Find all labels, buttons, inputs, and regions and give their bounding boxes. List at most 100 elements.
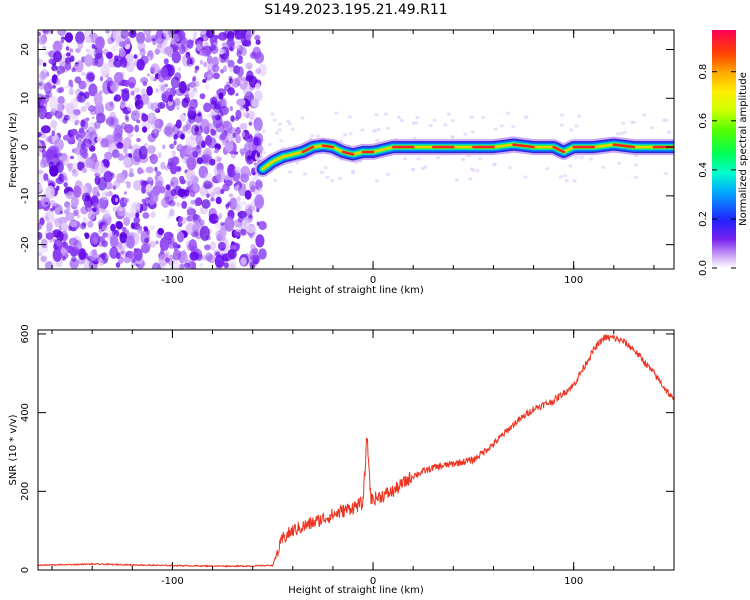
noise-speck [64, 62, 72, 71]
noise-speck [53, 69, 58, 73]
noise-speck [154, 166, 158, 172]
noise-speck [249, 248, 257, 261]
noise-speck [149, 224, 155, 231]
noise-speck [463, 132, 468, 136]
noise-speck [89, 196, 99, 206]
x-tick-label: -100 [161, 576, 184, 587]
noise-speck [41, 150, 48, 158]
noise-speck [545, 167, 550, 171]
spectrogram-x-axis-label: Height of straight line (km) [288, 285, 424, 296]
noise-speck [170, 258, 180, 269]
noise-speck [52, 247, 63, 262]
noise-speck [303, 172, 308, 176]
noise-speck [248, 121, 253, 126]
noise-speck [209, 241, 216, 251]
noise-speck [45, 185, 55, 200]
noise-speck [158, 82, 167, 94]
noise-speck [173, 140, 177, 146]
noise-speck [121, 89, 130, 102]
noise-speck [203, 102, 212, 113]
noise-speck [229, 197, 238, 210]
noise-speck [218, 92, 224, 100]
noise-speck [205, 252, 213, 262]
noise-speck [106, 34, 111, 39]
noise-speck [123, 197, 129, 204]
noise-speck [202, 78, 207, 83]
noise-speck [120, 57, 128, 68]
noise-speck [175, 252, 179, 257]
noise-speck [234, 30, 243, 40]
noise-speck [43, 173, 49, 181]
noise-speck [63, 182, 68, 188]
snr-panel: -100 0 100 0 200 400 600 Height of straight li… [8, 324, 675, 596]
noise-speck [45, 71, 50, 77]
noise-speck [241, 131, 246, 138]
noise-speck [174, 97, 181, 107]
noise-speck [123, 156, 132, 169]
noise-speck [223, 54, 230, 63]
noise-speck [569, 128, 574, 132]
noise-speck [54, 110, 63, 119]
spectrogram-frame [37, 29, 675, 270]
noise-speck [141, 113, 149, 122]
noise-speck [247, 135, 253, 140]
noise-speck [436, 156, 441, 160]
noise-speck [174, 195, 178, 199]
noise-speck [461, 157, 466, 161]
noise-speck [254, 90, 263, 102]
noise-speck [199, 30, 207, 35]
noise-speck [155, 240, 159, 245]
noise-speck [119, 41, 127, 48]
noise-speck [85, 117, 90, 121]
noise-speck [236, 98, 246, 106]
noise-speck [257, 179, 261, 183]
noise-speck [118, 141, 122, 146]
noise-speck [98, 228, 103, 233]
noise-speck [172, 124, 180, 135]
noise-speck [55, 240, 62, 247]
noise-speck [191, 124, 199, 136]
noise-speck [210, 197, 215, 202]
noise-speck [194, 65, 200, 71]
noise-speck [48, 58, 56, 65]
noise-speck [224, 216, 235, 232]
noise-speck [300, 116, 305, 120]
noise-speck [74, 76, 82, 84]
noise-speck [100, 137, 109, 148]
noise-speck [191, 77, 196, 83]
noise-speck [50, 111, 55, 116]
noise-speck [127, 132, 134, 138]
noise-speck [61, 256, 66, 261]
noise-speck [203, 36, 208, 41]
noise-speck [622, 130, 627, 134]
noise-speck [235, 126, 241, 135]
noise-speck [40, 158, 47, 169]
noise-speck [62, 134, 71, 141]
noise-speck [60, 248, 65, 255]
noise-speck [245, 31, 252, 41]
noise-speck [171, 156, 180, 166]
noise-speck [214, 221, 221, 230]
noise-speck [62, 175, 67, 181]
noise-speck [273, 178, 278, 182]
noise-speck [234, 199, 243, 213]
noise-speck [81, 192, 91, 202]
noise-speck [189, 81, 196, 88]
noise-speck [38, 184, 43, 193]
noise-speck [98, 236, 106, 243]
noise-speck [255, 234, 265, 248]
noise-speck [223, 122, 233, 136]
noise-speck [244, 190, 252, 200]
noise-speck [210, 100, 217, 110]
noise-speck [110, 117, 120, 127]
noise-speck [450, 135, 455, 139]
noise-speck [45, 201, 49, 205]
noise-speck [57, 96, 65, 105]
noise-speck [97, 197, 107, 209]
noise-speck [190, 200, 195, 205]
noise-speck [507, 166, 512, 170]
noise-speck [56, 65, 66, 74]
noise-speck [104, 101, 115, 112]
noise-speck [295, 161, 300, 165]
noise-speck [60, 222, 69, 231]
